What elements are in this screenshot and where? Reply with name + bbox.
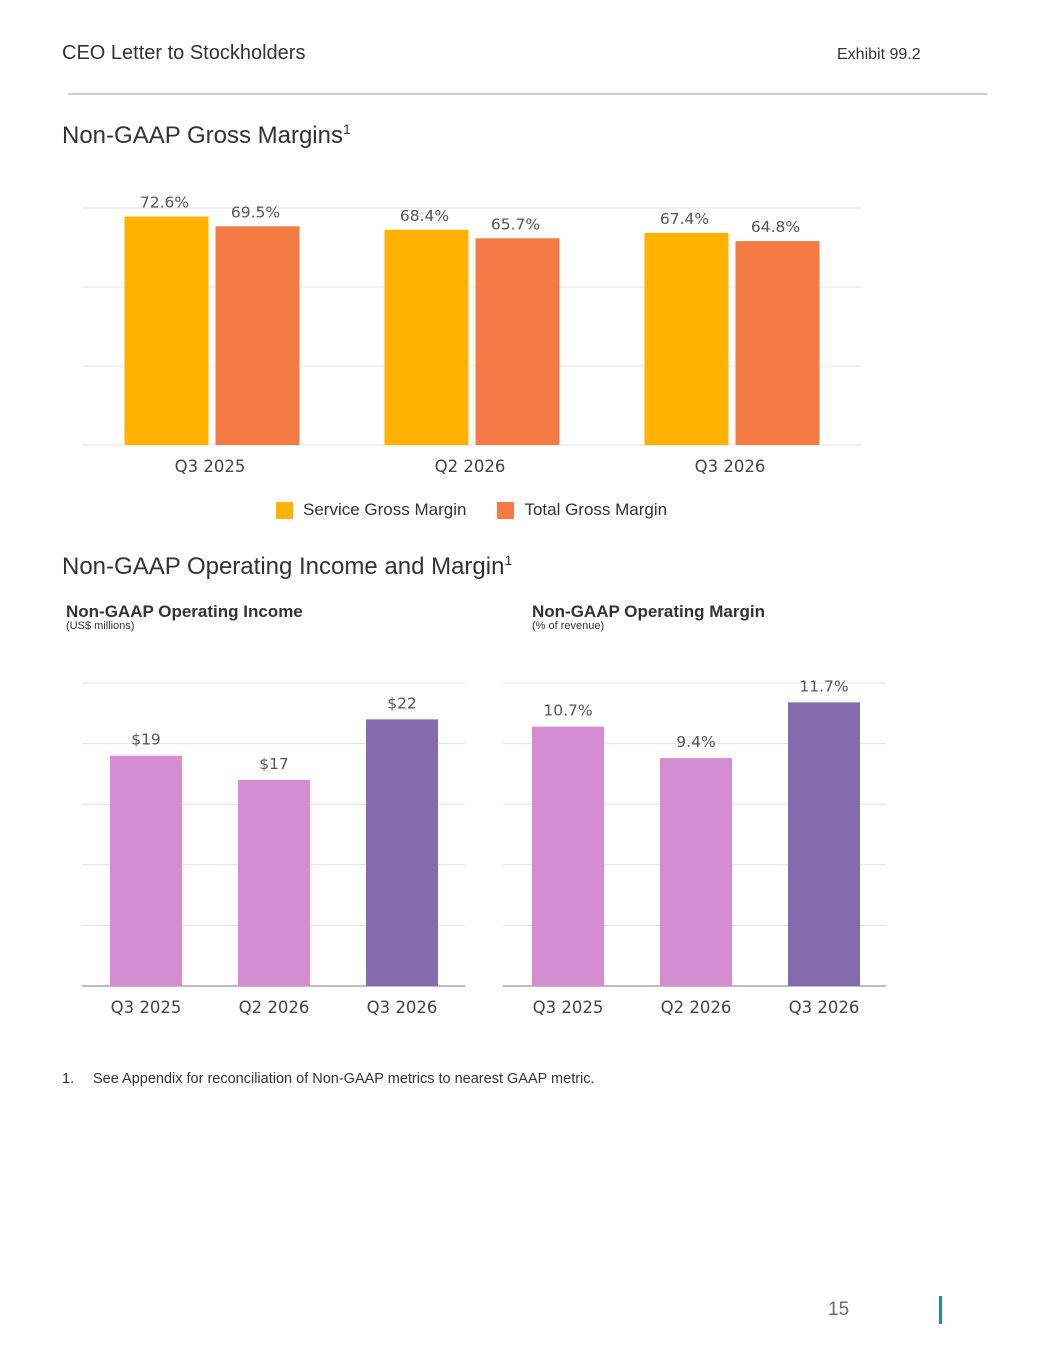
document-title: CEO Letter to Stockholders <box>62 42 306 64</box>
bar-q3-2026 <box>366 719 438 986</box>
bar-q2-2026 <box>238 779 310 986</box>
data-label-q3-2025: $19 <box>131 731 161 749</box>
data-label-service-gross-margin-q3-2025: 72.6% <box>140 194 189 212</box>
x-tick-label-q2-2026: Q2 2026 <box>661 998 732 1017</box>
legend-swatch-total <box>497 501 515 519</box>
x-tick-label-q3-2025: Q3 2025 <box>533 998 604 1017</box>
page-accent-bar <box>939 1296 942 1324</box>
bar-service-gross-margin-q2-2026 <box>384 229 469 445</box>
x-tick-label-q3-2025: Q3 2025 <box>175 457 246 476</box>
operating-footnote-ref: 1 <box>504 552 513 568</box>
exhibit-label: Exhibit 99.2 <box>837 46 921 63</box>
margin-chart-title: Non-GAAP Operating Margin <box>532 602 765 621</box>
x-tick-label-q3-2026: Q3 2026 <box>367 998 438 1017</box>
data-label-q2-2026: 9.4% <box>676 733 715 751</box>
bar-total-gross-margin-q3-2026 <box>735 241 820 445</box>
header-divider <box>68 93 987 95</box>
x-tick-label-q3-2026: Q3 2026 <box>695 457 766 476</box>
gross-margins-legend: Service Gross Margin Total Gross Margin <box>276 500 667 520</box>
bar-total-gross-margin-q3-2025 <box>215 226 300 445</box>
footnote-text: See Appendix for reconciliation of Non-G… <box>93 1071 595 1087</box>
data-label-total-gross-margin-q2-2026: 65.7% <box>491 215 540 233</box>
data-label-total-gross-margin-q3-2026: 64.8% <box>751 218 800 236</box>
gross-margins-heading-text: Non-GAAP Gross Margins <box>62 122 343 149</box>
income-chart-units: (US$ millions) <box>66 620 135 632</box>
gross-margins-chart: 72.6% 69.5% Q3 2025 68.4% 65.7% Q2 2026 67.4% 6… <box>82 194 862 476</box>
bar-q3-2025 <box>110 755 182 986</box>
x-tick-label-q2-2026: Q2 2026 <box>435 457 506 476</box>
legend-label-total: Total Gross Margin <box>524 500 668 519</box>
operating-heading: Non-GAAP Operating Income and Margin1 <box>62 553 512 581</box>
operating-income-chart: $19 Q3 2025 $17 Q2 2026 $22 Q3 2026 <box>82 682 465 1017</box>
bar-q2-2026 <box>660 758 732 986</box>
data-label-total-gross-margin-q3-2025: 69.5% <box>231 203 280 221</box>
legend-item-total: Total Gross Margin <box>497 500 667 520</box>
bar-total-gross-margin-q2-2026 <box>475 238 560 445</box>
gross-margins-heading: Non-GAAP Gross Margins1 <box>62 122 351 150</box>
bar-q3-2026 <box>788 702 860 986</box>
data-label-q3-2026: 11.7% <box>799 677 848 695</box>
income-chart-title: Non-GAAP Operating Income <box>66 602 303 621</box>
legend-swatch-service <box>276 501 293 519</box>
x-tick-label-q3-2026: Q3 2026 <box>789 998 860 1017</box>
data-label-q2-2026: $17 <box>259 755 289 773</box>
data-label-service-gross-margin-q2-2026: 68.4% <box>400 207 449 225</box>
bar-service-gross-margin-q3-2026 <box>644 232 729 445</box>
legend-item-service: Service Gross Margin <box>276 500 466 520</box>
page-number: 15 <box>828 1299 850 1320</box>
bar-service-gross-margin-q3-2025 <box>124 216 209 445</box>
data-label-service-gross-margin-q3-2026: 67.4% <box>660 210 709 228</box>
legend-label-service: Service Gross Margin <box>303 500 467 519</box>
x-tick-label-q2-2026: Q2 2026 <box>239 998 310 1017</box>
x-tick-label-q3-2025: Q3 2025 <box>111 998 182 1017</box>
data-label-q3-2025: 10.7% <box>543 702 592 720</box>
margin-chart-units: (% of revenue) <box>532 620 605 632</box>
operating-margin-chart: 10.7% Q3 2025 9.4% Q2 2026 11.7% Q3 2026 <box>503 677 886 1017</box>
gross-margins-footnote-ref: 1 <box>342 121 351 137</box>
data-label-q3-2026: $22 <box>387 694 417 712</box>
bar-q3-2025 <box>532 726 604 986</box>
operating-heading-text: Non-GAAP Operating Income and Margin <box>62 553 505 580</box>
footnote: 1. See Appendix for reconciliation of Non… <box>62 1071 595 1087</box>
footnote-number: 1. <box>62 1071 75 1087</box>
